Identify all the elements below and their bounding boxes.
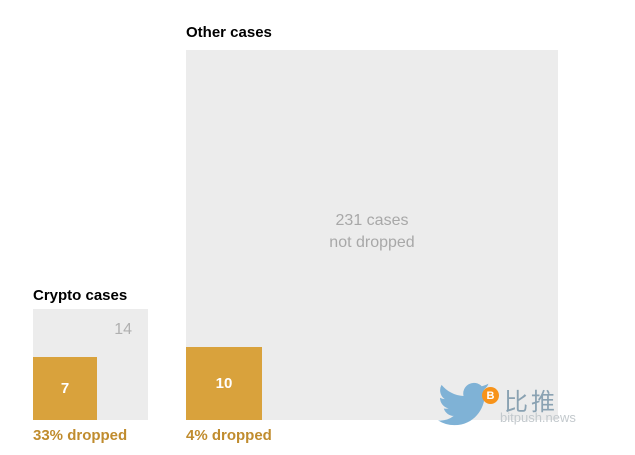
other-cases-dropped-caption: 4% dropped (186, 427, 272, 444)
bitcoin-glyph: B (486, 389, 495, 402)
other-cases-dropped-value: 10 (215, 375, 233, 392)
crypto-cases-dropped-caption: 33% dropped (33, 427, 128, 444)
other-cases-not-dropped-value: 231 cases not dropped (329, 210, 414, 254)
other-not-dropped-line1: 231 cases (335, 212, 409, 229)
other-cases-label: Other cases (186, 24, 272, 41)
bitpush-watermark: B 比推 bitpush.news (438, 372, 628, 432)
twitter-bird-icon (438, 382, 490, 426)
bitpush-domain: bitpush.news (500, 410, 576, 425)
crypto-cases-not-dropped-value: 14 (114, 321, 132, 338)
bitcoin-icon: B (482, 387, 499, 404)
crypto-cases-label: Crypto cases (33, 287, 128, 304)
bitpush-brand-name: 比推 (504, 389, 558, 416)
crypto-cases-dropped-value: 7 (60, 380, 70, 397)
other-cases-dropped-bar: 10 (186, 347, 262, 420)
other-not-dropped-line2: not dropped (329, 234, 415, 251)
crypto-cases-dropped-bar: 7 (33, 357, 97, 420)
